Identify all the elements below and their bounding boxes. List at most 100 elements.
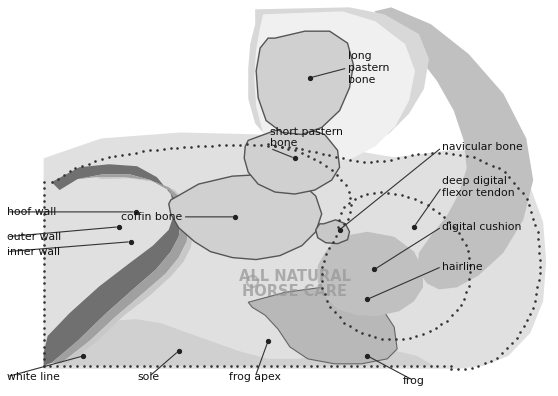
Point: [173, 145, 182, 151]
Point: [413, 363, 422, 369]
Polygon shape: [318, 232, 423, 316]
Point: [400, 153, 409, 160]
Point: [340, 221, 349, 228]
Point: [384, 336, 393, 342]
Point: [462, 289, 471, 295]
Point: [78, 162, 86, 169]
Polygon shape: [256, 31, 353, 135]
Point: [412, 333, 421, 339]
Point: [320, 363, 329, 369]
Point: [39, 230, 48, 236]
Point: [318, 264, 326, 270]
Point: [536, 263, 545, 270]
Polygon shape: [57, 319, 434, 366]
Point: [446, 363, 455, 369]
Point: [535, 243, 543, 249]
Text: outer wall: outer wall: [7, 232, 61, 242]
Point: [458, 236, 466, 242]
Point: [509, 179, 518, 186]
Point: [398, 336, 407, 342]
Point: [428, 150, 437, 156]
Point: [53, 175, 62, 182]
Point: [345, 323, 354, 329]
Point: [187, 144, 196, 150]
Point: [277, 144, 286, 150]
Polygon shape: [44, 133, 546, 369]
Point: [333, 171, 341, 178]
Point: [335, 217, 344, 223]
Point: [180, 144, 189, 150]
Point: [39, 198, 48, 204]
Point: [466, 262, 475, 268]
Point: [39, 274, 48, 280]
Point: [535, 257, 544, 263]
Point: [59, 172, 68, 178]
Point: [455, 152, 464, 158]
Point: [199, 363, 208, 369]
Point: [465, 268, 474, 275]
Point: [39, 287, 48, 293]
Point: [277, 144, 286, 150]
Point: [259, 363, 268, 369]
Point: [39, 363, 48, 369]
Point: [379, 363, 388, 369]
Point: [233, 363, 242, 369]
Point: [420, 363, 429, 369]
Point: [318, 271, 326, 277]
Point: [39, 223, 48, 230]
Point: [246, 363, 255, 369]
Point: [324, 244, 333, 251]
Text: HORSE CARE: HORSE CARE: [242, 284, 348, 299]
Point: [86, 363, 95, 369]
Point: [391, 190, 400, 197]
Point: [380, 158, 389, 164]
Point: [145, 147, 154, 153]
Point: [514, 185, 523, 191]
Point: [454, 230, 463, 236]
Point: [377, 189, 386, 195]
Point: [345, 209, 354, 215]
Point: [527, 209, 536, 215]
Point: [435, 149, 444, 156]
Point: [332, 233, 341, 239]
Point: [298, 146, 307, 152]
Text: frog: frog: [403, 376, 425, 386]
Point: [346, 363, 355, 369]
Text: deep digital
flexor tendon: deep digital flexor tendon: [442, 176, 514, 198]
Point: [440, 214, 449, 221]
Point: [453, 307, 461, 314]
Point: [125, 150, 134, 157]
Point: [531, 222, 540, 228]
Polygon shape: [248, 287, 397, 364]
Point: [118, 152, 127, 158]
Point: [501, 169, 509, 175]
Point: [300, 363, 309, 369]
Point: [111, 153, 120, 159]
Point: [505, 174, 514, 181]
Point: [448, 312, 456, 319]
Point: [406, 363, 415, 369]
Point: [370, 190, 379, 196]
Point: [219, 363, 228, 369]
Point: [222, 142, 230, 148]
Point: [340, 204, 349, 211]
Point: [152, 147, 161, 153]
Point: [467, 365, 476, 371]
Point: [291, 147, 300, 154]
Point: [71, 165, 80, 171]
Point: [263, 141, 272, 148]
Point: [336, 210, 345, 217]
Point: [344, 199, 353, 206]
Point: [330, 309, 339, 316]
Point: [333, 224, 342, 230]
Point: [532, 291, 541, 297]
Point: [291, 145, 300, 151]
Point: [400, 363, 408, 369]
Point: [464, 255, 473, 261]
Point: [498, 350, 507, 356]
Point: [39, 249, 48, 255]
Text: sole: sole: [138, 372, 160, 382]
Point: [266, 363, 275, 369]
Point: [104, 154, 113, 161]
Point: [429, 206, 438, 212]
